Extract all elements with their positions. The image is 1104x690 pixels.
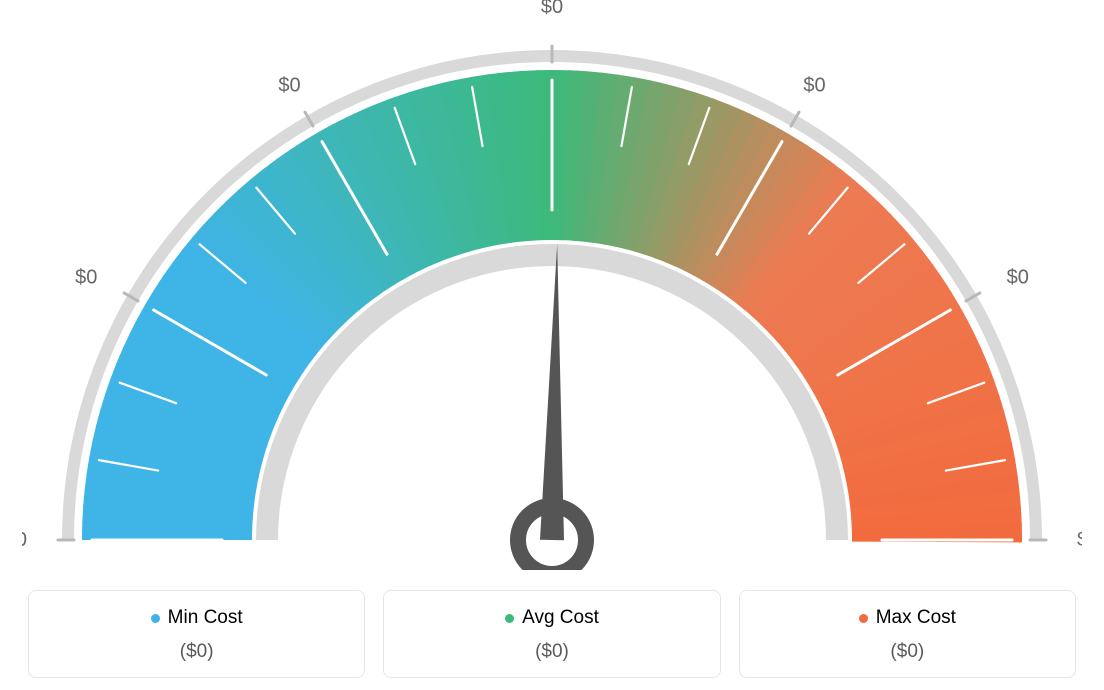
legend-title-max: Max Cost: [859, 607, 956, 629]
svg-text:$0: $0: [541, 0, 563, 18]
legend-value: ($0): [39, 641, 354, 663]
dot-icon: [505, 614, 514, 623]
legend-label: Max Cost: [876, 607, 956, 629]
legend-label: Min Cost: [168, 607, 243, 629]
dot-icon: [859, 614, 868, 623]
legend-card-min: Min Cost ($0): [28, 590, 365, 678]
legend-title-min: Min Cost: [151, 607, 243, 629]
legend-card-max: Max Cost ($0): [739, 590, 1076, 678]
gauge-svg: $0 $0 $0 $0 $0 $0 $0: [22, 0, 1082, 570]
legend-row: Min Cost ($0) Avg Cost ($0) Max Cost ($0…: [0, 590, 1104, 678]
legend-value: ($0): [750, 641, 1065, 663]
gauge-chart: $0 $0 $0 $0 $0 $0 $0: [22, 0, 1082, 560]
legend-value: ($0): [394, 641, 709, 663]
svg-text:$0: $0: [803, 74, 825, 96]
legend-label: Avg Cost: [522, 607, 599, 629]
svg-text:$0: $0: [22, 529, 27, 551]
svg-text:$0: $0: [1007, 267, 1029, 289]
svg-text:$0: $0: [75, 267, 97, 289]
dot-icon: [151, 614, 160, 623]
legend-title-avg: Avg Cost: [505, 607, 599, 629]
svg-text:$0: $0: [1077, 529, 1082, 551]
legend-card-avg: Avg Cost ($0): [383, 590, 720, 678]
svg-text:$0: $0: [278, 74, 300, 96]
